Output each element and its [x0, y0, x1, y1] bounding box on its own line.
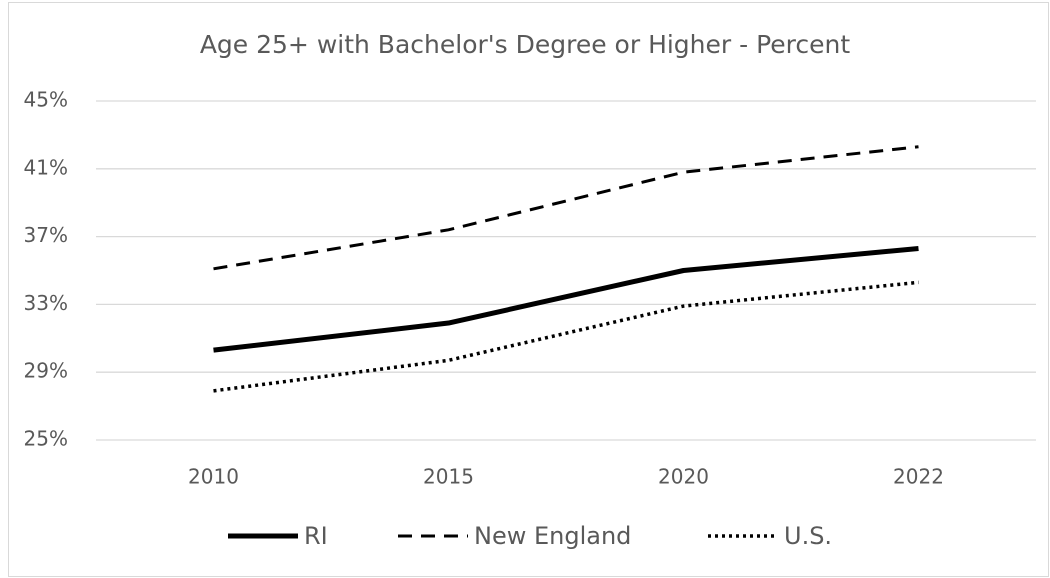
x-tick-label: 2022 [893, 465, 944, 489]
chart-title: Age 25+ with Bachelor's Degree or Higher… [200, 30, 851, 59]
y-tick-label: 33% [24, 291, 68, 315]
x-tick-label: 2015 [423, 465, 474, 489]
legend-label: U.S. [784, 522, 832, 550]
line-series [213, 245, 919, 353]
legend-label: New England [474, 522, 631, 550]
x-tick-label: 2020 [658, 465, 709, 489]
legend-label: RI [304, 522, 328, 550]
y-tick-label: 25% [24, 427, 68, 451]
x-tick-label: 2010 [188, 465, 239, 489]
y-tick-label: 29% [24, 359, 68, 383]
y-tick-label: 37% [24, 223, 68, 247]
y-tick-label: 41% [24, 155, 68, 179]
line-series [213, 280, 919, 393]
chart-border [8, 2, 1049, 577]
y-tick-label: 45% [24, 88, 68, 112]
legend: RI New England U.S. [228, 522, 832, 550]
line-series [213, 145, 919, 271]
